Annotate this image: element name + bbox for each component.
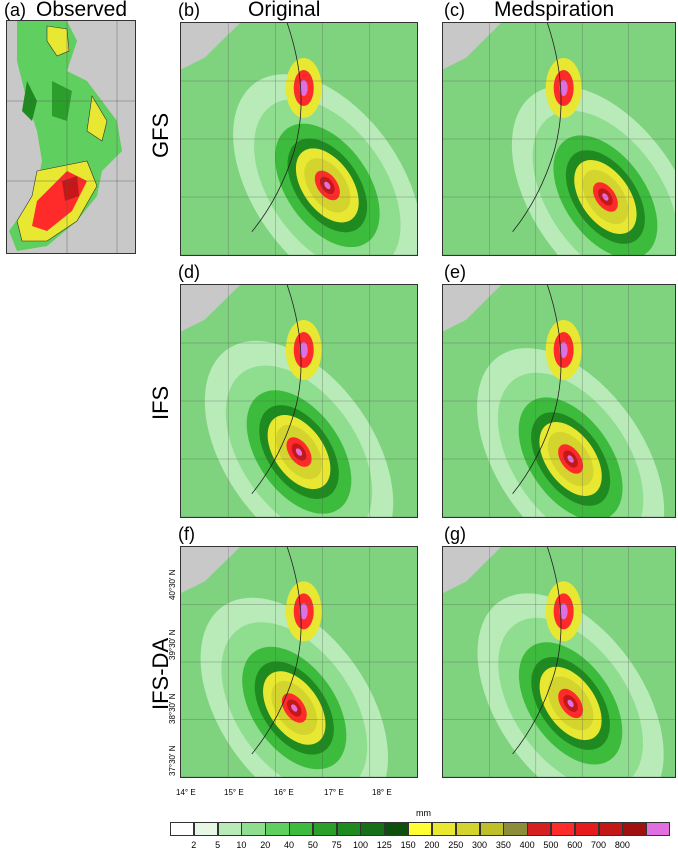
colorbar-label: 20 (260, 840, 271, 850)
land-mask-region (443, 547, 501, 593)
colorbar-label: 100 (352, 840, 368, 850)
colorbar-bin (431, 822, 457, 836)
precip-cell-north-2 (559, 603, 568, 620)
coastline (512, 285, 562, 495)
colorbar-bin (598, 822, 623, 836)
colorbar-unit: mm (416, 808, 431, 818)
colorbar-bin (336, 822, 361, 836)
colorbar-bin (241, 822, 266, 836)
colorbar-bin (574, 822, 600, 836)
panel-ifsda-original (180, 546, 418, 778)
colorbar-label: 600 (567, 840, 583, 850)
colorbar-label: 800 (614, 840, 630, 850)
coastline (251, 547, 302, 755)
land-mask-region (181, 285, 240, 332)
colorbar-bin (455, 822, 480, 836)
panel-letter-d: (d) (178, 262, 200, 282)
colorbar-label: 75 (331, 840, 342, 850)
lon-tick-15: 15° E (224, 788, 244, 797)
panel-letter-e: (e) (444, 262, 466, 282)
colorbar-bin (217, 822, 242, 836)
colorbar-label: 300 (472, 840, 488, 850)
precip-field (443, 547, 675, 777)
colorbar-bin (289, 822, 314, 836)
lon-tick-17: 17° E (324, 788, 344, 797)
row-label-gfs: GFS (148, 112, 173, 158)
colorbar-label: 400 (519, 840, 535, 850)
panel-letter-b: (b) (178, 0, 200, 20)
panel-ifs-medspiration (442, 284, 676, 518)
colorbar-bin (170, 822, 195, 836)
row-label-ifs: IFS (148, 385, 173, 420)
column-title-original: Original (248, 0, 321, 21)
map-observed (7, 21, 135, 253)
colorbar-bin (646, 822, 671, 836)
colorbar-bin (479, 822, 504, 836)
colorbar-bin (408, 822, 433, 836)
lat-tick-39-30: 39°30' N (168, 629, 177, 660)
colorbar-label: 50 (307, 840, 318, 850)
panel-gfs-original (180, 22, 418, 256)
precip-cell-north-2 (559, 79, 568, 96)
precip-field (181, 285, 417, 517)
land-mask-region (181, 547, 240, 593)
lat-tick-37-30: 37°30' N (168, 745, 177, 776)
precip-band-8 (295, 448, 303, 456)
precip-band-8 (567, 699, 574, 708)
precip-cell-north-2 (299, 603, 308, 620)
colorbar-label: 250 (448, 840, 464, 850)
lon-tick-18: 18° E (372, 788, 392, 797)
colorbar-bin (360, 822, 385, 836)
colorbar-bin (622, 822, 647, 836)
panel-letter-c: (c) (444, 0, 465, 20)
panel-ifs-original (180, 284, 418, 518)
colorbar-label: 125 (376, 840, 392, 850)
lon-tick-16: 16° E (274, 788, 294, 797)
panel-letter-a: (a) (4, 0, 26, 20)
colorbar-label: 700 (591, 840, 607, 850)
colorbar-bin (503, 822, 528, 836)
precip-cell-north-2 (559, 341, 568, 358)
panel-gfs-medspiration (442, 22, 676, 256)
colorbar-bin (312, 822, 338, 836)
column-title-observed: Observed (36, 0, 128, 21)
precip-field (181, 547, 417, 777)
colorbar-label: 10 (236, 840, 247, 850)
colorbar-label: 2 (191, 840, 197, 850)
precip-field (443, 285, 675, 517)
colorbar-bin (193, 822, 219, 836)
coastline (251, 23, 302, 233)
land-mask-region (181, 23, 240, 70)
land-mask-region (443, 23, 501, 70)
colorbar-bin (550, 822, 576, 836)
coastline (512, 547, 562, 755)
colorbar-label: 150 (400, 840, 416, 850)
precip-field (181, 23, 417, 255)
colorbar-label: 350 (495, 840, 511, 850)
lon-tick-14: 14° E (176, 788, 196, 797)
column-title-medspiration: Medspiration (494, 0, 615, 21)
precip-field (443, 23, 675, 255)
precip-band-8 (291, 704, 298, 712)
colorbar-bin (384, 822, 409, 836)
colorbar-label: 40 (284, 840, 295, 850)
coastline (251, 285, 302, 495)
colorbar-bin (265, 822, 290, 836)
colorbar-label: 5 (215, 840, 221, 850)
colorbar-bin (527, 822, 552, 836)
panel-letter-g: (g) (444, 524, 466, 544)
lat-tick-38-30: 38°30' N (168, 693, 177, 724)
panel-observed (6, 20, 136, 254)
panel-ifsda-medspiration (442, 546, 676, 778)
precip-cell-north-2 (299, 341, 308, 358)
precip-cell-north-2 (299, 79, 308, 96)
colorbar-label: 200 (424, 840, 440, 850)
land-mask-region (443, 285, 501, 332)
colorbar-label: 500 (543, 840, 559, 850)
panel-letter-f: (f) (178, 524, 195, 544)
coastline (512, 23, 562, 233)
lat-tick-40-30: 40°30' N (168, 569, 177, 600)
precip-band-8 (324, 181, 331, 190)
